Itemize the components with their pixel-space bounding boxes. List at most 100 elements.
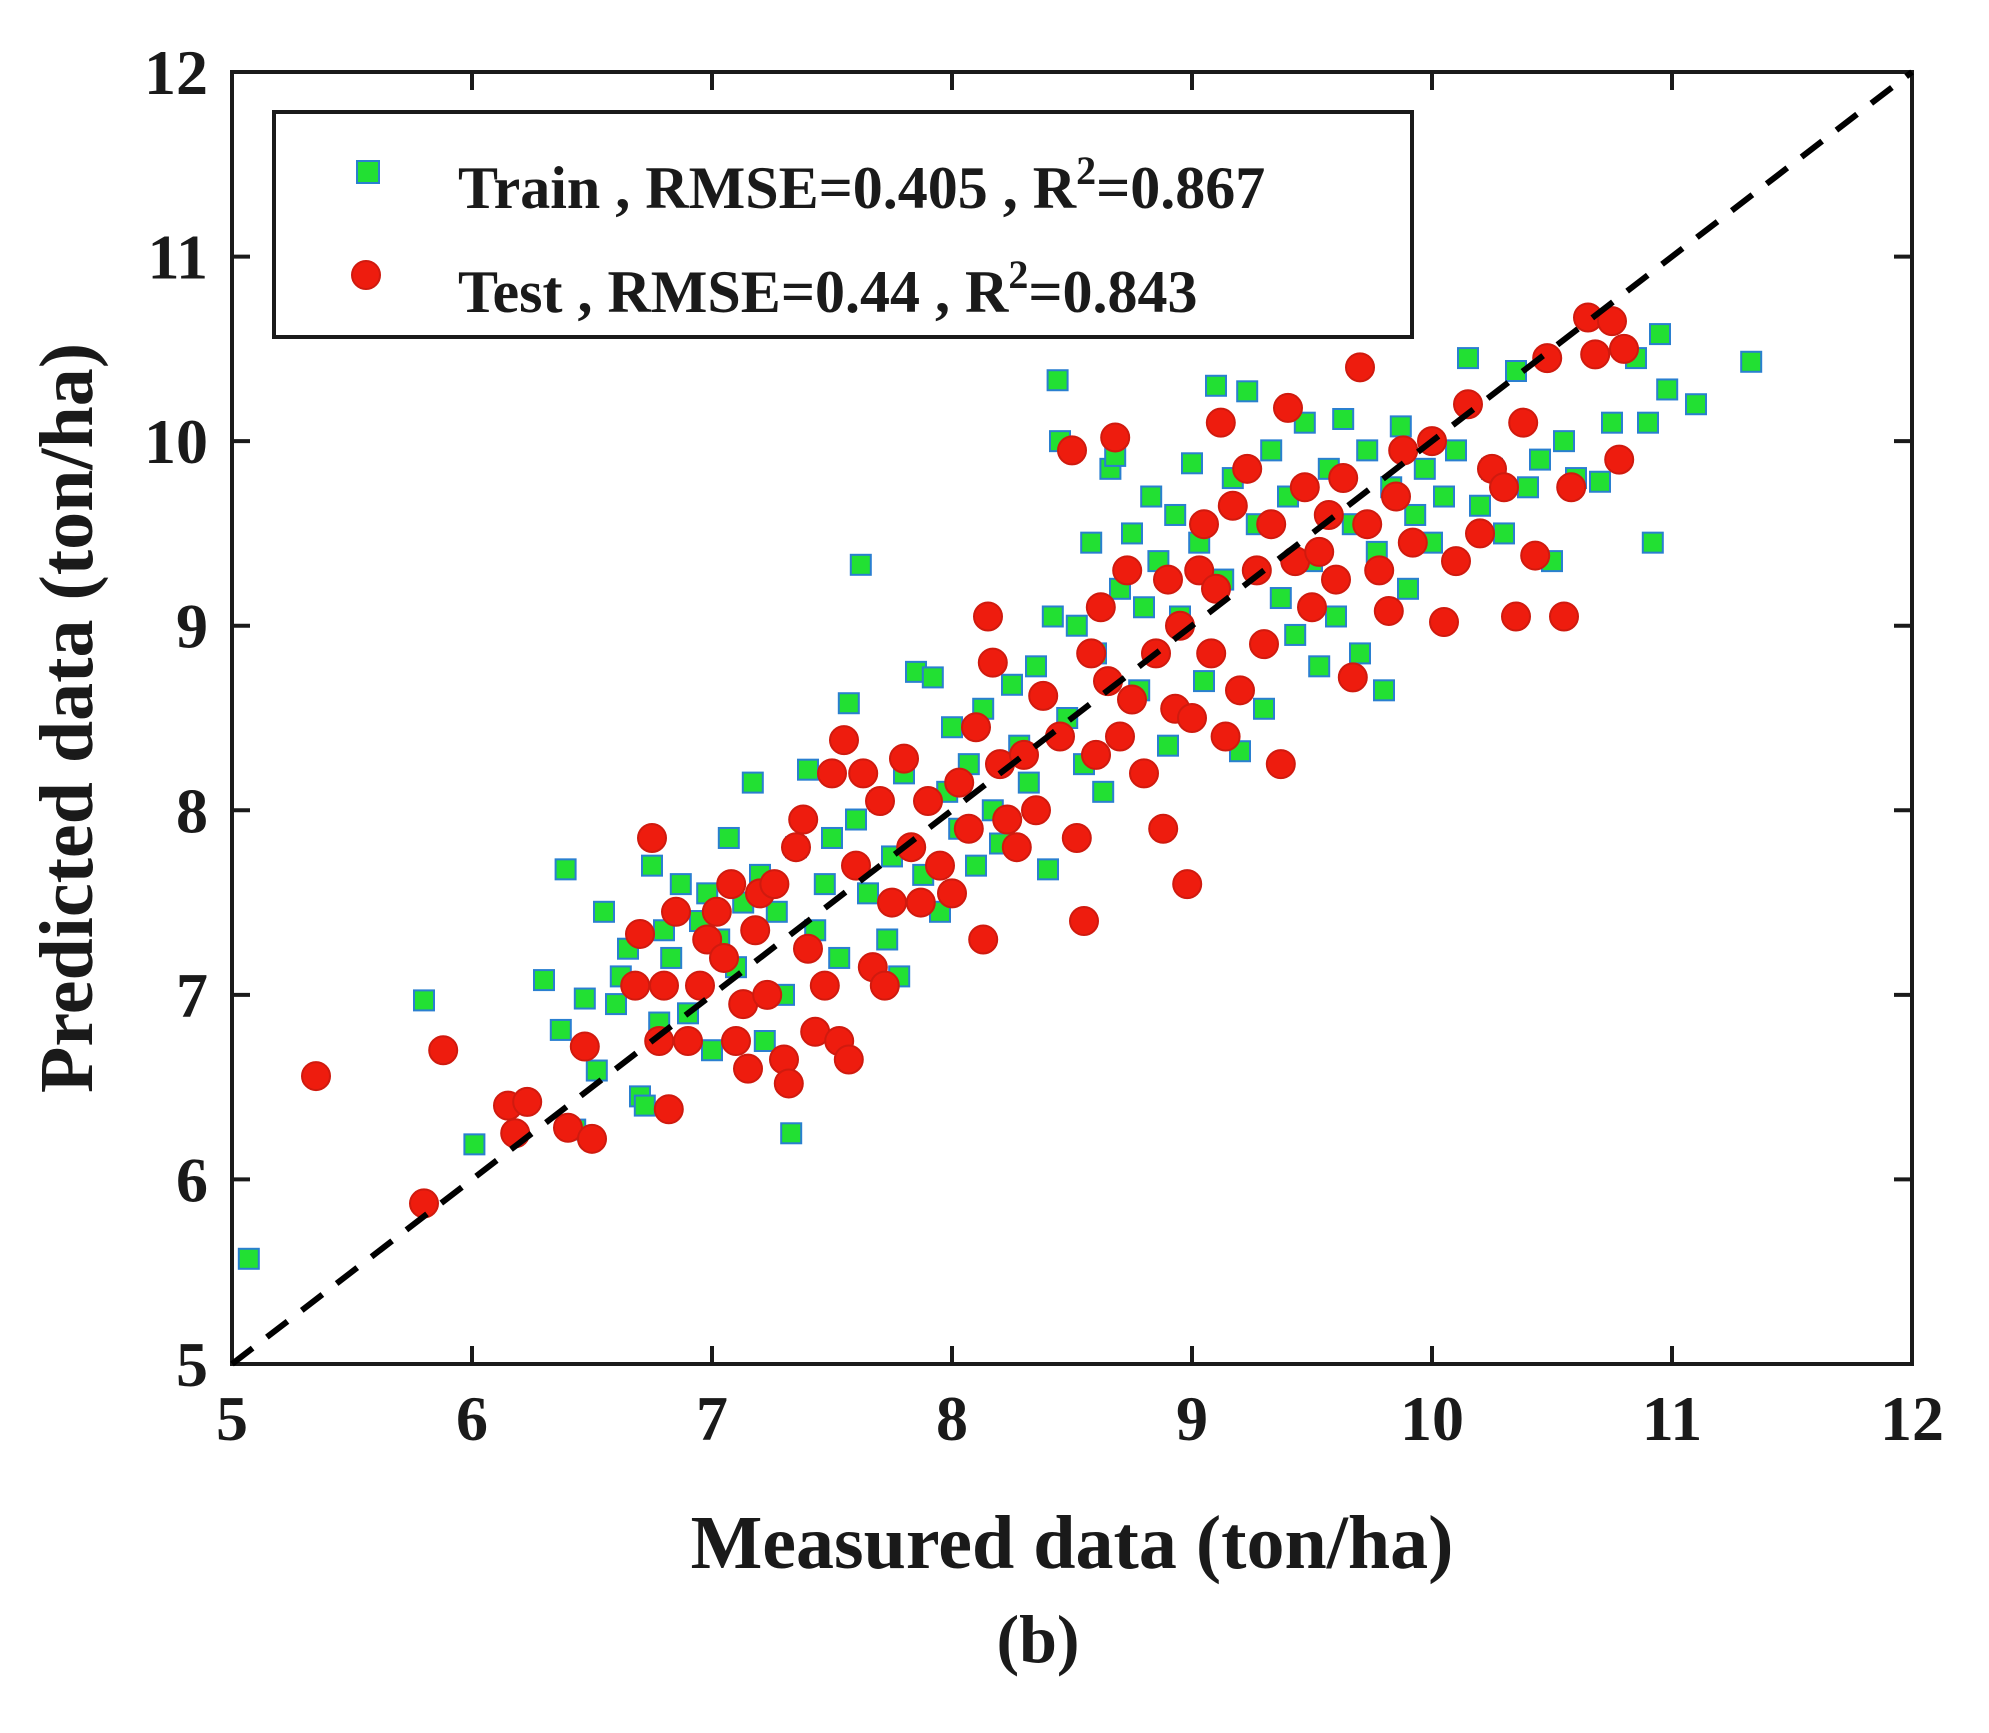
train-point — [821, 826, 843, 849]
train-point — [593, 900, 615, 923]
train-point — [1656, 378, 1679, 401]
test-point — [1289, 472, 1320, 503]
test-point — [569, 1031, 600, 1062]
test-point — [968, 924, 999, 955]
y-tick-label: 9 — [176, 591, 208, 662]
test-point — [1001, 832, 1032, 863]
test-point — [1465, 518, 1495, 549]
test-point — [1061, 822, 1092, 853]
test-point — [721, 1026, 751, 1056]
train-point — [1025, 655, 1047, 678]
test-point — [788, 804, 819, 835]
train-point — [237, 1247, 260, 1270]
test-point — [1304, 536, 1335, 567]
y-tick-label: 7 — [176, 960, 208, 1031]
train-point — [1092, 780, 1115, 803]
test-point — [733, 1053, 763, 1084]
train-point — [463, 1133, 486, 1156]
test-point — [1609, 333, 1639, 364]
test-point — [773, 1068, 804, 1099]
test-point — [877, 887, 907, 918]
train-point — [549, 1018, 572, 1041]
test-point — [1337, 662, 1368, 693]
test-point — [1232, 453, 1263, 484]
test-point — [716, 869, 747, 900]
test-point — [653, 1094, 684, 1125]
y-tick-label: 8 — [176, 775, 208, 846]
train-point — [1236, 380, 1259, 403]
test-point — [1081, 739, 1111, 770]
train-point — [765, 900, 788, 923]
x-axis-title: Measured data (ton/ha) — [691, 1501, 1454, 1585]
test-point — [1265, 749, 1296, 780]
test-point — [896, 832, 927, 863]
train-point — [1649, 323, 1671, 346]
legend-train-marker — [356, 160, 380, 184]
panel-label: (b) — [996, 1601, 1079, 1677]
test-point — [781, 832, 811, 863]
train-point — [857, 882, 879, 905]
y-tick-label: 6 — [176, 1144, 208, 1215]
test-point — [953, 813, 984, 844]
test-point — [1580, 339, 1611, 370]
test-point — [1381, 481, 1411, 512]
train-point — [1260, 439, 1283, 462]
test-point — [701, 896, 732, 927]
train-point — [849, 553, 872, 576]
test-point — [973, 601, 1003, 632]
train-point — [1637, 411, 1659, 434]
train-point — [1517, 476, 1539, 499]
train-point — [845, 808, 867, 831]
test-point — [1345, 352, 1375, 383]
test-point — [1100, 422, 1131, 453]
test-point — [809, 970, 840, 1001]
test-point — [1549, 601, 1579, 632]
test-point — [428, 1035, 459, 1066]
test-point — [1388, 435, 1419, 466]
y-tick-label: 11 — [148, 222, 208, 293]
legend-box — [272, 110, 1414, 339]
test-point — [1249, 629, 1279, 660]
test-point — [1085, 592, 1116, 623]
reference-line — [230, 69, 1914, 1367]
train-point — [965, 854, 987, 877]
train-point — [1325, 605, 1347, 628]
train-point — [828, 946, 851, 969]
test-point — [1352, 509, 1383, 540]
train-point — [1205, 374, 1227, 397]
train-point — [554, 858, 577, 881]
train-point — [1457, 347, 1479, 370]
test-point — [869, 970, 900, 1001]
test-point — [992, 804, 1023, 835]
legend-train-label: Train , RMSE=0.405 , R2=0.867 — [458, 148, 1265, 221]
train-point — [1413, 457, 1436, 480]
legend-test-marker — [351, 260, 381, 290]
test-point — [1205, 407, 1236, 438]
test-point — [1057, 435, 1087, 466]
train-point — [1017, 771, 1040, 794]
test-point — [759, 869, 790, 900]
test-point — [1217, 490, 1248, 521]
train-point — [605, 993, 627, 1016]
train-point — [1332, 407, 1355, 430]
test-point — [1429, 607, 1459, 638]
test-point — [1117, 684, 1147, 715]
test-point — [1373, 595, 1404, 626]
legend: Train , RMSE=0.405 , R2=0.867 Test , RMS… — [272, 110, 1414, 339]
test-point — [1105, 721, 1135, 752]
x-tick-label: 11 — [1642, 1383, 1702, 1454]
test-point — [752, 979, 783, 1010]
train-point — [1121, 522, 1143, 545]
train-point — [1389, 415, 1412, 438]
test-point — [841, 850, 871, 881]
test-point — [1196, 638, 1227, 669]
train-point — [1065, 614, 1088, 637]
test-point — [1297, 592, 1327, 623]
test-point — [793, 933, 823, 964]
test-point — [1556, 472, 1587, 503]
test-point — [649, 970, 679, 1001]
train-point — [1740, 350, 1763, 373]
train-point — [1041, 605, 1064, 628]
test-point — [661, 896, 691, 927]
test-point — [961, 712, 991, 743]
